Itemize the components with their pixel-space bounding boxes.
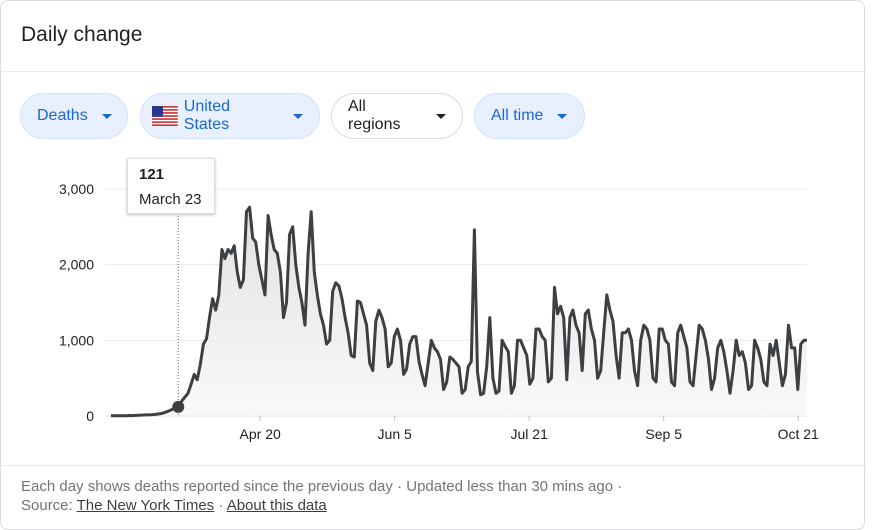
x-tick-label: Oct 21 (778, 426, 819, 442)
chevron-down-icon (101, 113, 112, 119)
period-dropdown[interactable]: All time (474, 93, 585, 139)
highlight-point[interactable] (172, 400, 185, 413)
data-tooltip: 121 March 23 (127, 158, 215, 214)
separator: · (617, 478, 623, 495)
footer-description: Each day shows deaths reported since the… (21, 478, 393, 495)
series-area (111, 207, 807, 416)
updated-text: Updated less than 30 mins ago (406, 478, 614, 495)
separator: · (218, 497, 224, 514)
chevron-down-icon (293, 113, 303, 119)
footer-source: Source: The New York Times · About this … (21, 497, 327, 514)
source-label: Source: (21, 497, 73, 514)
metric-dropdown[interactable]: Deaths (20, 93, 128, 139)
chevron-down-icon (436, 113, 446, 119)
card-title: Daily change (21, 23, 143, 46)
x-tick-label: Sep 5 (645, 426, 682, 442)
country-dropdown-label: United States (183, 98, 231, 133)
tooltip-date: March 23 (139, 191, 202, 208)
about-data-link[interactable]: About this data (226, 497, 327, 514)
tooltip-value: 121 (139, 166, 165, 183)
footer-divider (1, 465, 866, 466)
metric-dropdown-label: Deaths (37, 107, 88, 124)
y-tick-label: 0 (86, 408, 94, 424)
x-tick-label: Jun 5 (378, 426, 412, 442)
y-tick-label: 1,000 (59, 332, 94, 348)
y-tick-label: 3,000 (59, 181, 94, 197)
separator: · (397, 478, 403, 495)
title-divider (1, 71, 866, 72)
period-dropdown-label: All time (491, 107, 544, 124)
x-tick-label: Apr 20 (240, 426, 281, 442)
chevron-down-icon (557, 113, 568, 119)
source-link[interactable]: The New York Times (76, 497, 215, 514)
footer-note: Each day shows deaths reported since the… (21, 478, 622, 495)
region-dropdown-label: All regions (348, 98, 401, 133)
region-dropdown[interactable]: All regions (331, 93, 463, 139)
x-tick-label: Jul 21 (511, 426, 549, 442)
series-line (110, 205, 807, 418)
y-tick-label: 2,000 (59, 257, 94, 273)
country-dropdown[interactable]: United States (140, 93, 320, 139)
us-flag-icon (152, 106, 178, 126)
daily-deaths-chart[interactable]: 0 1,000 2,000 3,000 Apr 20 Jun 5 Jul 21 Sep 5 O… (1, 151, 866, 451)
